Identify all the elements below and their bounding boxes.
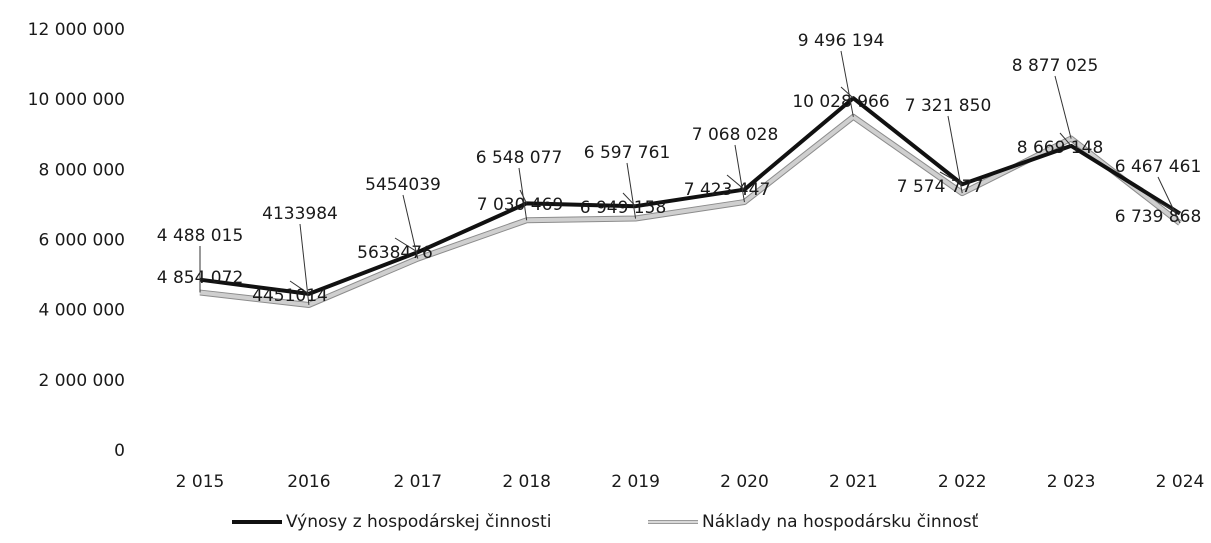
y-tick-label: 10 000 000 [28, 90, 125, 110]
data-label-leader [1054, 75, 1072, 139]
data-label: 5638476 [357, 243, 433, 263]
data-label: 6 597 761 [584, 143, 671, 163]
data-label: 6 548 077 [476, 148, 563, 168]
y-tick-label: 4 000 000 [38, 301, 125, 321]
y-tick-label: 2 000 000 [38, 371, 125, 391]
data-label-leader [939, 171, 963, 185]
data-label: 8 669 148 [1017, 138, 1104, 158]
data-label: 7 423 447 [684, 180, 771, 200]
data-label-leader [947, 115, 963, 194]
data-label: 6 949 158 [580, 198, 667, 218]
series-line-vynosy [199, 96, 1182, 296]
data-label: 4451014 [252, 286, 328, 306]
legend-swatch-naklady [648, 520, 698, 524]
data-label-leader [394, 237, 419, 253]
data-label-leader [1157, 176, 1181, 224]
data-label-leader [289, 280, 310, 295]
data-label: 10 028 966 [792, 92, 889, 112]
data-label-leader [1059, 132, 1072, 147]
x-tick-label: 2 021 [829, 472, 878, 492]
data-label-leader [1157, 201, 1181, 214]
data-label-leader [840, 50, 854, 117]
x-tick-label: 2016 [287, 472, 330, 492]
data-label: 9 496 194 [798, 31, 885, 51]
data-label-leader [299, 223, 310, 306]
legend-label-naklady: Náklady na hospodársku činnosť [702, 512, 979, 532]
x-tick-label: 2 024 [1156, 472, 1205, 492]
x-tick-label: 2 017 [393, 472, 442, 492]
data-label: 6 739 868 [1115, 207, 1202, 227]
data-label: 7 321 850 [905, 96, 992, 116]
data-label-leader [518, 167, 528, 221]
legend-label-vynosy: Výnosy z hospodárskej činnosti [286, 512, 552, 532]
data-label: 7 068 028 [692, 125, 779, 145]
data-label: 4 488 015 [157, 226, 244, 246]
data-label: 4133984 [262, 204, 338, 224]
data-label-leader [402, 194, 419, 259]
legend-item-naklady: Náklady na hospodársku činnosť [648, 512, 978, 532]
data-label: 7 030 469 [477, 195, 564, 215]
chart-legend: Výnosy z hospodárskej činnosti Náklady n… [0, 512, 1211, 540]
legend-item-vynosy: Výnosy z hospodárskej činnosti [232, 512, 551, 532]
x-tick-label: 2 018 [502, 472, 551, 492]
data-label: 8 877 025 [1012, 56, 1099, 76]
y-tick-label: 6 000 000 [38, 231, 125, 251]
x-tick-label: 2 015 [176, 472, 225, 492]
y-tick-label: 12 000 000 [28, 20, 125, 40]
x-tick-label: 2 023 [1047, 472, 1096, 492]
y-tick-label: 8 000 000 [38, 160, 125, 180]
data-label: 7 574 777 [897, 177, 984, 197]
x-tick-label: 2 020 [720, 472, 769, 492]
data-label-leader [840, 86, 854, 99]
data-label-leader [626, 162, 637, 219]
line-chart: 0 2 000 000 4 000 000 6 000 000 8 000 000 10 … [28, 20, 1205, 492]
data-label: 5454039 [365, 175, 441, 195]
data-label-leader [734, 144, 745, 203]
data-label: 6 467 461 [1115, 157, 1202, 177]
x-tick-label: 2 022 [938, 472, 987, 492]
legend-swatch-vynosy [232, 520, 282, 524]
x-tick-label: 2 019 [611, 472, 660, 492]
y-tick-label: 0 [114, 441, 125, 461]
